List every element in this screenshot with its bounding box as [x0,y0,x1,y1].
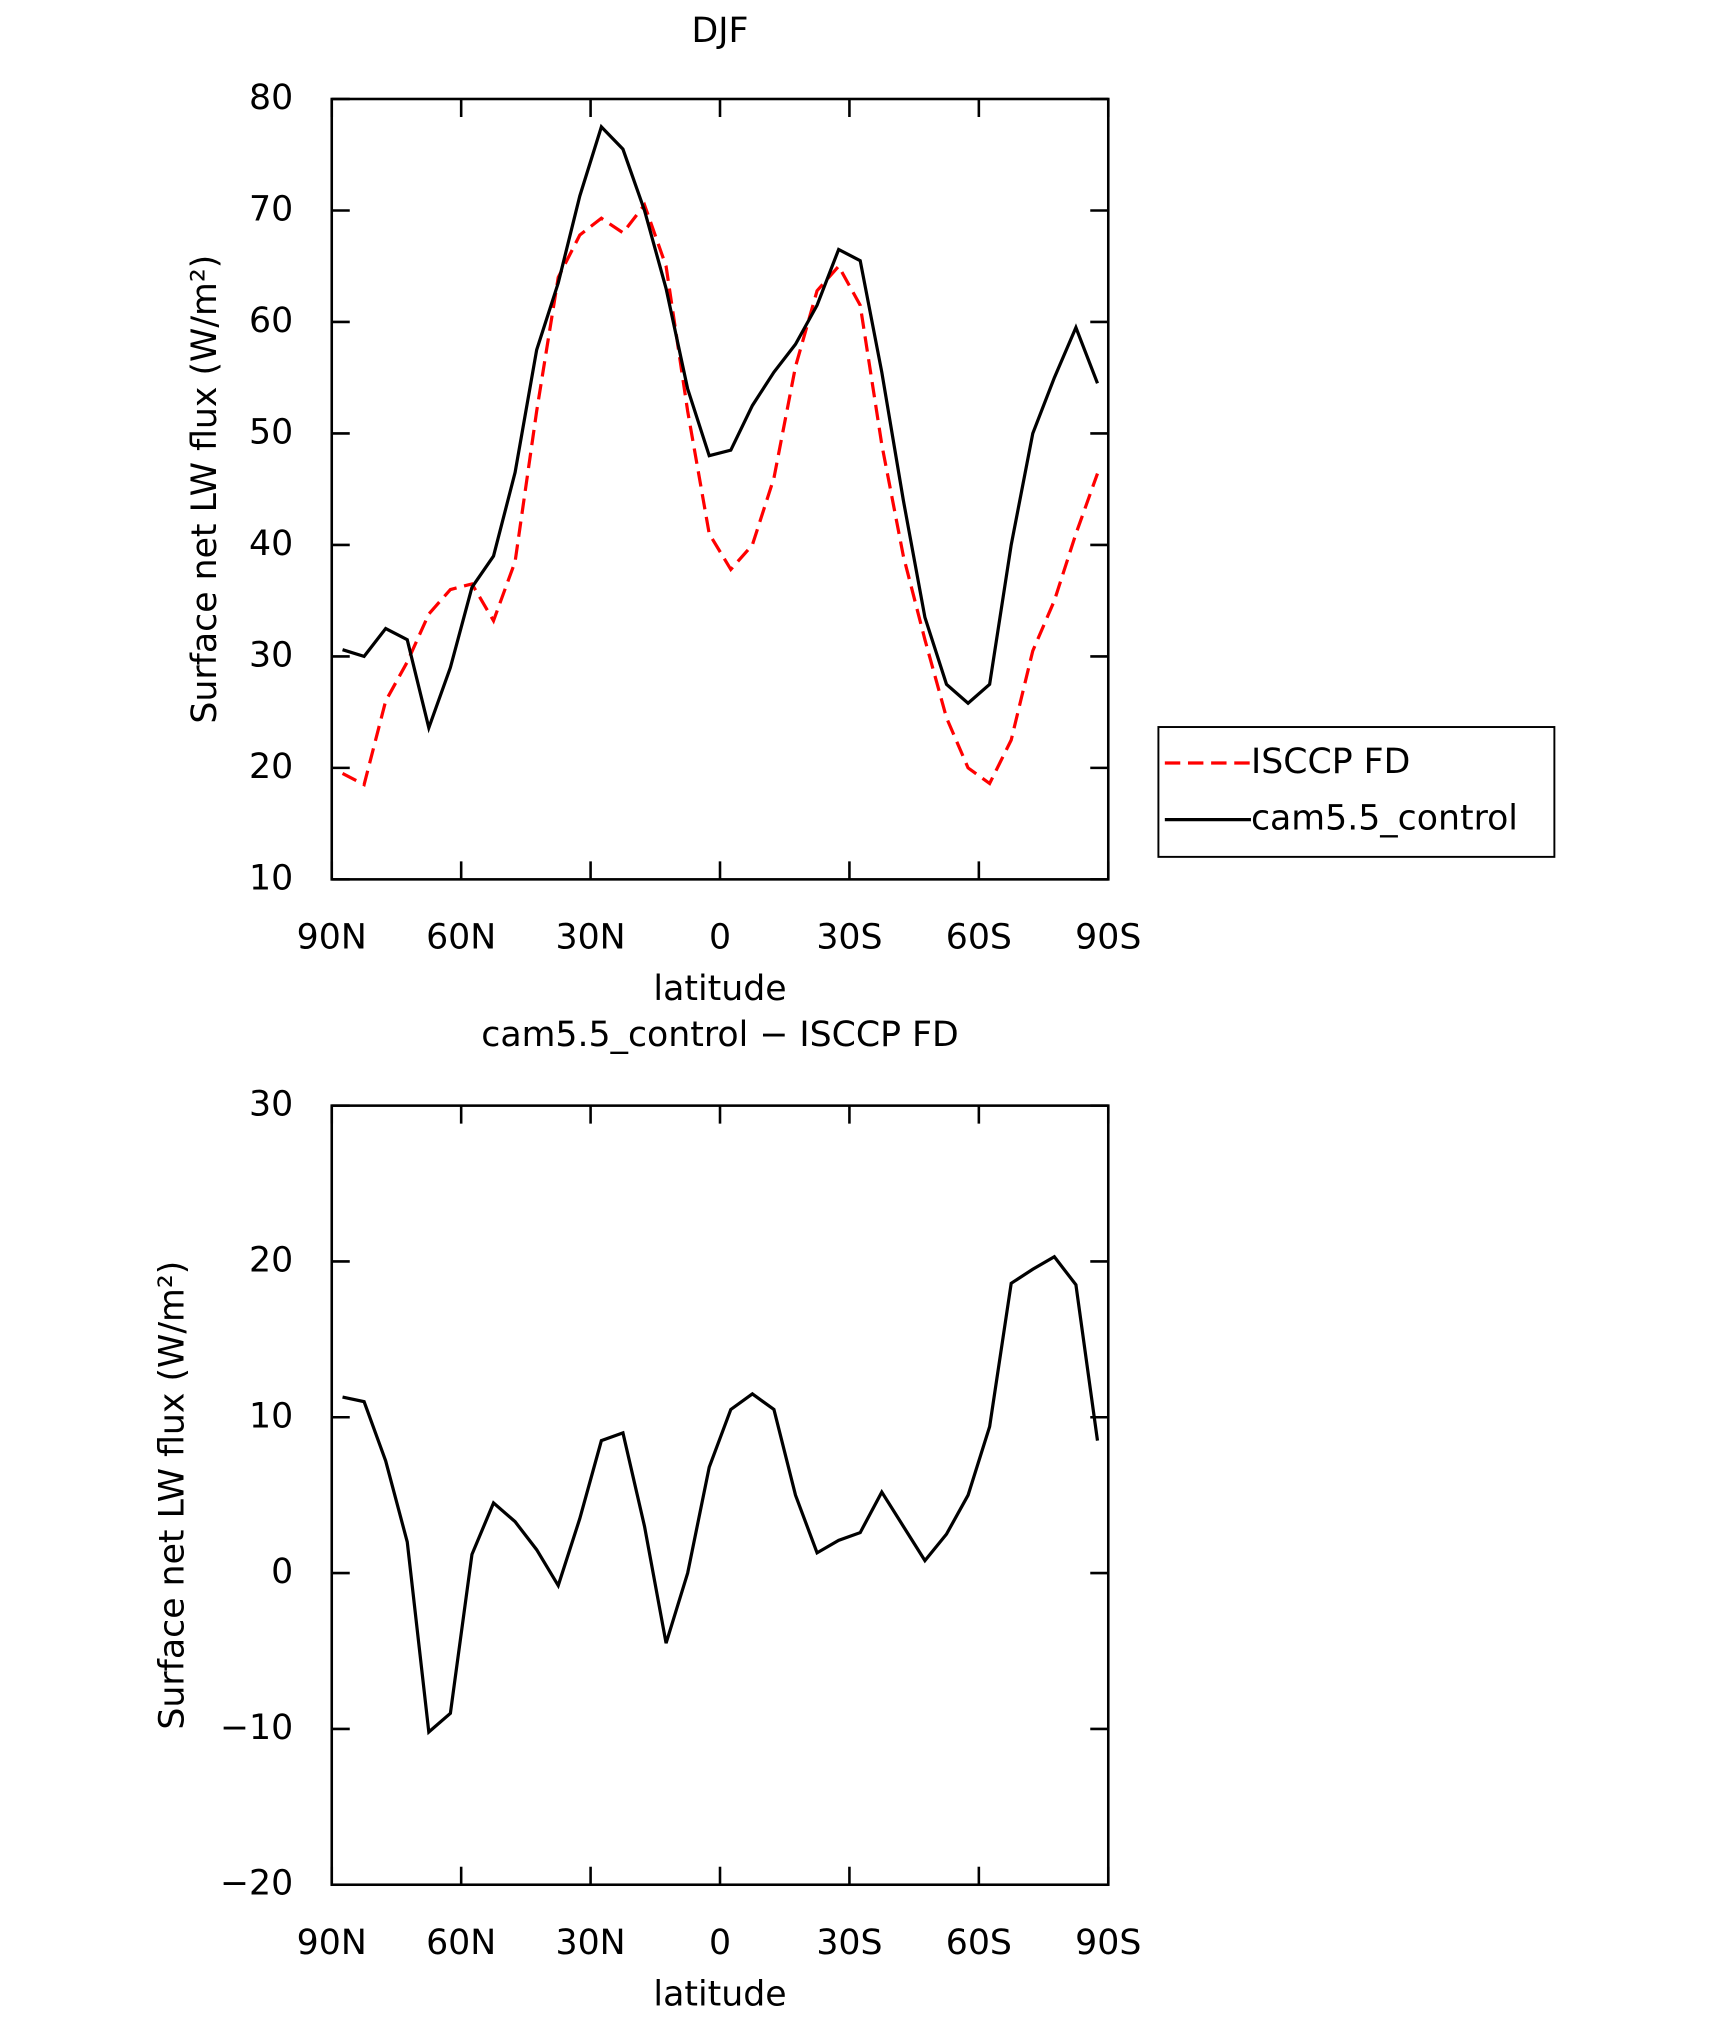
x-tick-label: 60S [946,1923,1012,1963]
y-tick-label: 10 [249,1396,293,1436]
x-tick-label: 30N [556,918,626,958]
x-tick-label: 30S [816,1923,882,1963]
x-tick-label: 60N [426,918,496,958]
legend-label: ISCCP FD [1251,742,1410,782]
y-tick-label: 30 [249,635,293,675]
x-axis-label: latitude [653,969,786,1009]
y-tick-label: 20 [249,747,293,787]
chart-title: DJF [692,11,749,51]
y-tick-label: 80 [249,78,293,118]
plot-frame [330,1104,1110,1887]
y-tick-label: 50 [249,412,293,452]
x-tick-label: 60N [426,1923,496,1963]
data-line [342,123,1099,734]
x-tick-label: 90S [1075,1923,1141,1963]
x-tick-label: 0 [709,918,731,958]
legend-box [1157,726,1556,858]
x-tick-label: 30N [556,1923,626,1963]
y-tick-label: 0 [271,1552,293,1592]
y-tick-label: 20 [249,1240,293,1280]
y-axis-label: Surface net LW flux (W/m²) [153,1261,193,1730]
x-tick-label: 30S [816,918,882,958]
x-tick-label: 60S [946,918,1012,958]
chart-title: cam5.5_control − ISCCP FD [481,1015,958,1055]
data-line [341,201,1099,787]
x-axis-label: latitude [653,1974,786,2014]
y-tick-label: 60 [249,301,293,341]
y-tick-label: −10 [220,1708,293,1748]
y-tick-label: 30 [249,1085,293,1125]
x-tick-label: 90N [297,918,367,958]
y-tick-label: 70 [249,189,293,229]
y-axis-label: Surface net LW flux (W/m²) [185,255,225,724]
x-tick-label: 90S [1075,918,1141,958]
x-tick-label: 90N [297,1923,367,1963]
x-tick-label: 0 [709,1923,731,1963]
y-tick-label: −20 [220,1864,293,1904]
plot-frame [330,97,1110,881]
legend-label: cam5.5_control [1251,799,1518,839]
y-tick-label: 10 [249,858,293,898]
y-tick-label: 40 [249,524,293,564]
data-line [342,1254,1100,1736]
